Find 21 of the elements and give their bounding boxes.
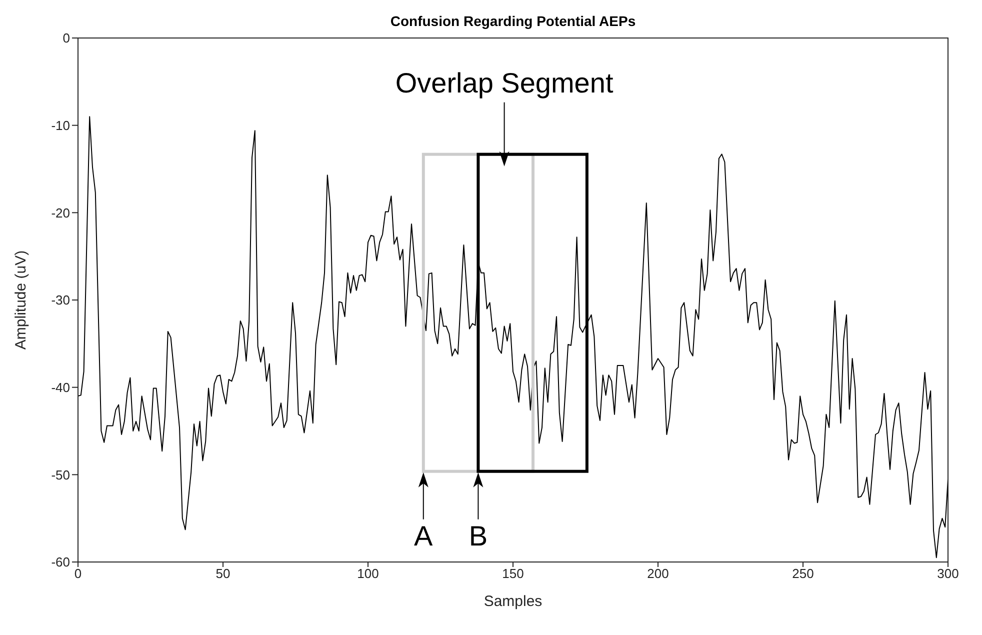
x-axis-title: Samples [484, 593, 542, 610]
x-tick-label: 150 [502, 566, 524, 582]
y-tick-label: 0 [62, 30, 70, 46]
y-tick-label: -30 [51, 292, 70, 308]
x-tick-label: 50 [216, 566, 230, 582]
x-tick-label: 250 [792, 566, 814, 582]
chart-title: Confusion Regarding Potential AEPs [390, 13, 636, 29]
x-tick-label: 300 [937, 566, 959, 582]
y-tick-label: -50 [51, 467, 70, 482]
x-tick-label: 0 [74, 566, 82, 582]
y-tick-label: -40 [51, 380, 70, 395]
line-series [78, 116, 948, 558]
y-axis-title: Amplitude (uV) [12, 250, 30, 350]
annotation: A [414, 520, 434, 552]
x-tick-label: 100 [357, 566, 379, 582]
annotation: Overlap Segment [395, 67, 614, 98]
x-tick-label: 200 [647, 566, 669, 582]
y-tick-label: -10 [51, 118, 70, 133]
y-tick-label: -60 [51, 554, 70, 570]
y-tick-label: -20 [51, 205, 70, 220]
annotation: B [468, 520, 488, 552]
